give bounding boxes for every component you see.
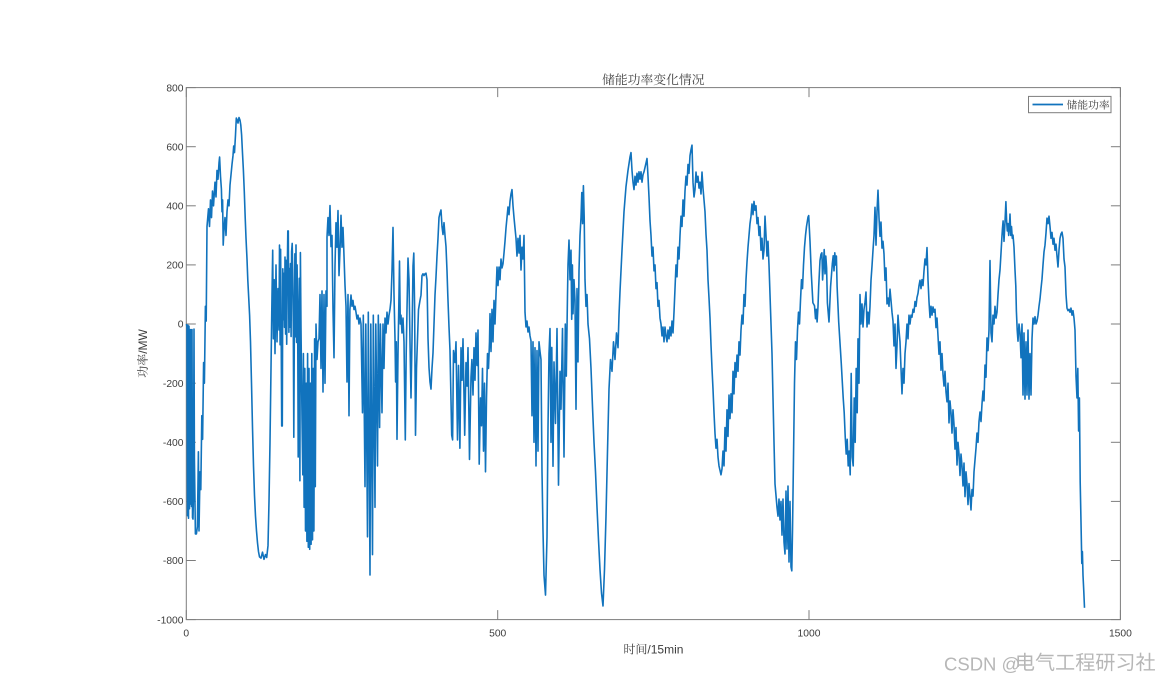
svg-text:200: 200 xyxy=(166,261,183,272)
svg-text:500: 500 xyxy=(489,629,506,640)
svg-text:400: 400 xyxy=(166,202,183,213)
svg-text:800: 800 xyxy=(166,83,183,94)
svg-text:600: 600 xyxy=(166,142,183,153)
svg-text:0: 0 xyxy=(183,629,189,640)
svg-text:-600: -600 xyxy=(163,497,184,508)
svg-text:/15min: /15min xyxy=(647,643,683,657)
svg-text:-200: -200 xyxy=(163,379,184,390)
svg-text:1000: 1000 xyxy=(798,629,821,640)
svg-text:-800: -800 xyxy=(163,556,184,567)
svg-text:CSDN @: CSDN @ xyxy=(944,653,1020,674)
svg-text:/MW: /MW xyxy=(136,328,150,353)
svg-text:1500: 1500 xyxy=(1109,629,1132,640)
svg-text:-1000: -1000 xyxy=(157,615,184,626)
svg-text:0: 0 xyxy=(178,320,184,331)
svg-text:-400: -400 xyxy=(163,438,184,449)
